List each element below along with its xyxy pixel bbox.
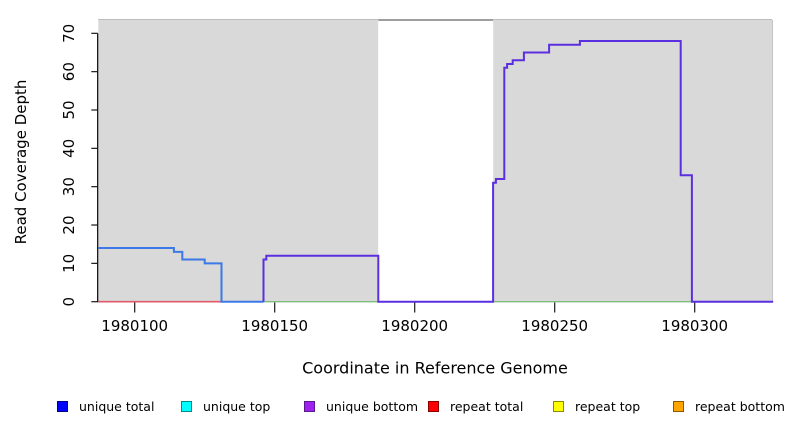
background-region-covered-left <box>98 20 379 302</box>
x-tick-label: 1980150 <box>241 317 308 335</box>
legend-item-unique-top: unique top <box>181 399 270 414</box>
legend-swatch-repeat-bottom <box>673 401 684 412</box>
legend: unique total unique top unique bottom re… <box>0 399 792 419</box>
x-tick-label: 1980200 <box>381 317 448 335</box>
series-line-unique-bottom <box>262 40 774 303</box>
y-tick-label: 50 <box>60 100 78 119</box>
legend-label: unique total <box>79 399 155 414</box>
legend-item-unique-bottom: unique bottom <box>304 399 418 414</box>
legend-swatch-repeat-total <box>428 401 439 412</box>
legend-label: repeat total <box>450 399 524 414</box>
y-tick-label: 10 <box>60 254 78 273</box>
background-region-covered-right <box>493 20 774 302</box>
y-tick-label: 0 <box>60 297 78 307</box>
x-tick-label: 1980100 <box>101 317 168 335</box>
legend-label: unique bottom <box>326 399 419 414</box>
y-axis-label: Read Coverage Depth <box>12 79 30 245</box>
legend-label: repeat top <box>575 399 641 414</box>
y-tick-label: 60 <box>60 62 78 81</box>
x-tick-label: 1980300 <box>661 317 728 335</box>
y-tick-label: 70 <box>60 24 78 43</box>
background-region-uncovered-gap <box>378 20 494 302</box>
legend-label: unique top <box>203 399 271 414</box>
series-line-unique-total <box>98 247 264 303</box>
legend-swatch-unique-bottom <box>304 401 315 412</box>
x-tick-label: 1980250 <box>521 317 588 335</box>
legend-label: repeat bottom <box>695 399 785 414</box>
legend-swatch-unique-top <box>181 401 192 412</box>
legend-item-repeat-total: repeat total <box>428 399 523 414</box>
legend-item-unique-total: unique total <box>57 399 154 414</box>
y-tick-label: 30 <box>60 177 78 196</box>
legend-item-repeat-top: repeat top <box>553 399 640 414</box>
x-axis-label: Coordinate in Reference Genome <box>302 358 568 378</box>
legend-swatch-repeat-top <box>553 401 564 412</box>
legend-item-repeat-bottom: repeat bottom <box>673 399 785 414</box>
y-tick-label: 40 <box>60 139 78 158</box>
legend-swatch-unique-total <box>57 401 68 412</box>
y-tick-label: 20 <box>60 215 78 234</box>
